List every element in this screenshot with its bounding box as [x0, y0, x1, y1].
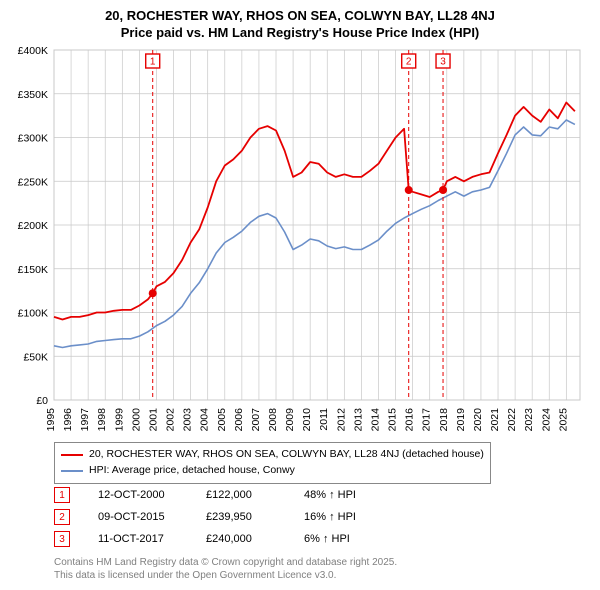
sale-row-marker: 3 [54, 531, 70, 547]
copyright-line-2: This data is licensed under the Open Gov… [54, 569, 397, 582]
x-tick-label: 2003 [182, 408, 194, 432]
x-tick-label: 2005 [216, 408, 228, 432]
chart-container: 20, ROCHESTER WAY, RHOS ON SEA, COLWYN B… [0, 0, 600, 590]
x-tick-label: 2014 [369, 408, 381, 432]
sale-row-price: £239,950 [206, 511, 276, 523]
x-tick-label: 2006 [233, 408, 245, 432]
sale-row-date: 09-OCT-2015 [98, 511, 178, 523]
x-tick-label: 2017 [421, 408, 433, 432]
x-tick-label: 2021 [489, 408, 501, 432]
sale-row-diff: 16% ↑ HPI [304, 511, 356, 523]
x-tick-label: 2004 [199, 408, 211, 432]
legend-row: HPI: Average price, detached house, Conw… [61, 463, 484, 479]
x-tick-label: 2023 [523, 408, 535, 432]
sale-row-diff: 6% ↑ HPI [304, 533, 350, 545]
sales-table: 1 12-OCT-2000 £122,000 48% ↑ HPI 2 09-OCT-201… [54, 484, 356, 550]
x-tick-label: 2010 [301, 408, 313, 432]
sale-marker-point [405, 186, 413, 194]
x-tick-label: 2020 [472, 408, 484, 432]
y-tick-label: £150K [18, 264, 48, 276]
y-tick-label: £200K [18, 220, 48, 232]
sale-row-marker: 2 [54, 509, 70, 525]
x-tick-label: 2012 [335, 408, 347, 432]
sale-row-date: 12-OCT-2000 [98, 489, 178, 501]
x-tick-label: 2019 [455, 408, 467, 432]
x-tick-label: 2015 [387, 408, 399, 432]
x-tick-label: 1998 [96, 408, 108, 432]
y-tick-label: £250K [18, 176, 48, 188]
x-tick-label: 1999 [113, 408, 125, 432]
sale-marker-number: 2 [406, 57, 412, 68]
x-tick-label: 2018 [438, 408, 450, 432]
x-tick-label: 2024 [540, 408, 552, 432]
sale-row-diff: 48% ↑ HPI [304, 489, 356, 501]
sale-row: 2 09-OCT-2015 £239,950 16% ↑ HPI [54, 506, 356, 528]
x-tick-label: 2008 [267, 408, 279, 432]
sale-row-marker: 1 [54, 487, 70, 503]
sale-row: 3 11-OCT-2017 £240,000 6% ↑ HPI [54, 528, 356, 550]
x-tick-label: 2025 [557, 408, 569, 432]
x-tick-label: 2001 [147, 408, 159, 432]
legend-label: 20, ROCHESTER WAY, RHOS ON SEA, COLWYN B… [89, 447, 484, 463]
x-tick-label: 2013 [352, 408, 364, 432]
x-tick-label: 2002 [165, 408, 177, 432]
y-tick-label: £100K [18, 308, 48, 320]
x-tick-label: 2000 [130, 408, 142, 432]
legend-swatch [61, 454, 83, 456]
series-line [54, 103, 575, 320]
sale-row: 1 12-OCT-2000 £122,000 48% ↑ HPI [54, 484, 356, 506]
y-tick-label: £0 [36, 395, 48, 407]
x-tick-label: 1996 [62, 408, 74, 432]
copyright-notice: Contains HM Land Registry data © Crown c… [54, 556, 397, 582]
sale-marker-number: 1 [150, 57, 156, 68]
y-tick-label: £350K [18, 89, 48, 101]
x-tick-label: 1995 [45, 408, 57, 432]
price-chart: £0 £50K £100K £150K £200K £250K £300K £350K £400… [0, 0, 600, 442]
copyright-line-1: Contains HM Land Registry data © Crown c… [54, 556, 397, 569]
x-tick-label: 2011 [318, 408, 330, 431]
x-tick-label: 2009 [284, 408, 296, 432]
sale-marker-point [439, 186, 447, 194]
x-tick-label: 1997 [79, 408, 91, 432]
x-tick-label: 2007 [250, 408, 262, 432]
y-tick-label: £300K [18, 133, 48, 145]
sale-marker-point [149, 289, 157, 297]
sale-row-price: £240,000 [206, 533, 276, 545]
sale-marker-number: 3 [440, 57, 446, 68]
sale-row-date: 11-OCT-2017 [98, 533, 178, 545]
legend-box: 20, ROCHESTER WAY, RHOS ON SEA, COLWYN B… [54, 442, 491, 484]
legend-row: 20, ROCHESTER WAY, RHOS ON SEA, COLWYN B… [61, 447, 484, 463]
legend-swatch [61, 470, 83, 472]
y-tick-label: £400K [18, 45, 48, 57]
y-tick-label: £50K [23, 351, 48, 363]
x-tick-label: 2016 [404, 408, 416, 432]
sale-row-price: £122,000 [206, 489, 276, 501]
x-tick-label: 2022 [506, 408, 518, 432]
legend-label: HPI: Average price, detached house, Conw… [89, 463, 295, 479]
